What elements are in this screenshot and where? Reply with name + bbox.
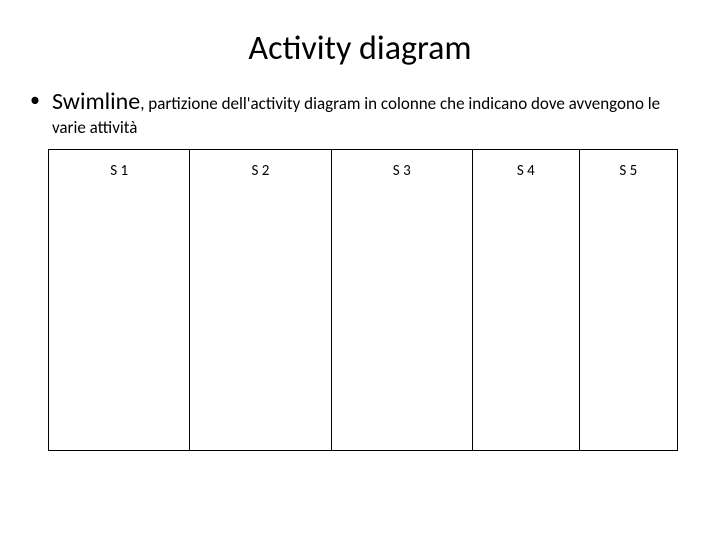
swimlane-column: S 4 [473, 150, 580, 450]
bullet-description: , partizione dell'activity diagram in co… [52, 93, 660, 138]
swimlane-label: S 4 [473, 162, 579, 180]
bullet-marker-icon: • [30, 87, 40, 113]
swimlane-label: S 3 [332, 162, 472, 180]
swimlane-column: S 1 [49, 150, 190, 450]
bullet-text: Swimline, partizione dell'activity diagr… [52, 87, 690, 139]
swimlane-diagram: S 1 S 2 S 3 S 4 S 5 [48, 149, 678, 451]
swimlane-column: S 3 [332, 150, 473, 450]
slide-title: Activity diagram [0, 0, 720, 87]
bullet-term: Swimline [52, 87, 140, 116]
swimlane-label: S 1 [49, 162, 189, 180]
swimlane-column: S 5 [580, 150, 677, 450]
bullet-area: • Swimline, partizione dell'activity dia… [0, 87, 720, 139]
bullet-item: • Swimline, partizione dell'activity dia… [30, 87, 690, 139]
swimlane-label: S 5 [580, 162, 677, 180]
swimlane-column: S 2 [190, 150, 331, 450]
swimlane-label: S 2 [190, 162, 330, 180]
